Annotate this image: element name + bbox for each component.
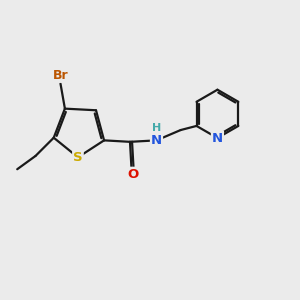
Text: O: O	[127, 168, 139, 181]
Text: N: N	[212, 131, 223, 145]
Text: H: H	[152, 123, 162, 133]
Text: N: N	[151, 134, 162, 147]
Text: Br: Br	[53, 69, 68, 82]
Text: S: S	[73, 151, 83, 164]
